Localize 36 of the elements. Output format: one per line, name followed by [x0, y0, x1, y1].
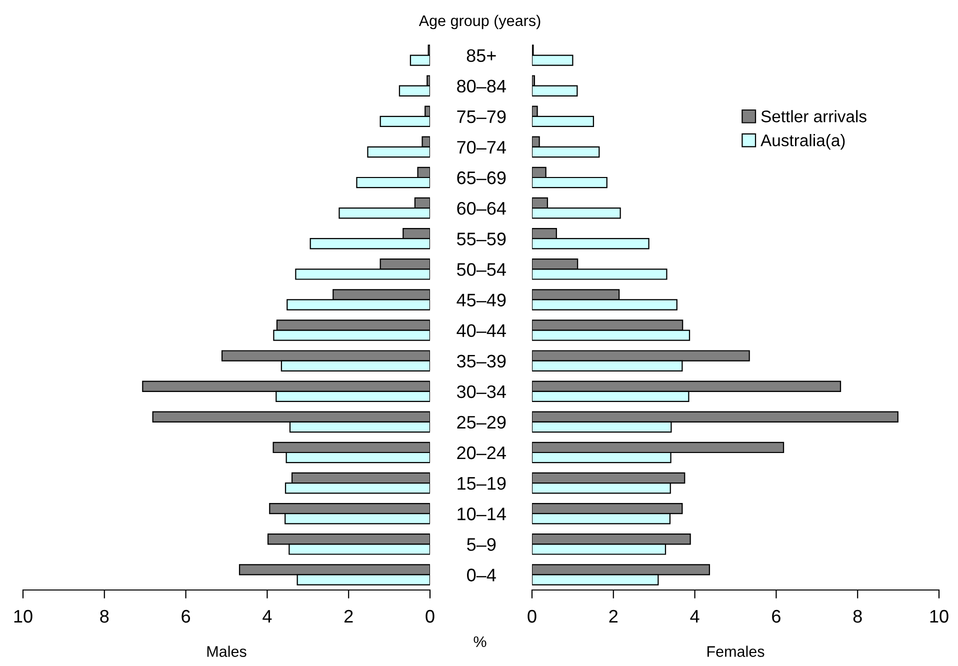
legend-label: Settler arrivals: [761, 110, 866, 122]
y-tick-label: 85+: [466, 49, 496, 62]
y-tick-label: 10–14: [458, 508, 506, 520]
y-tick-label: 5–9: [467, 538, 496, 551]
y-tick-label: 80–84: [457, 80, 506, 93]
y-tick-label: 70–74: [457, 140, 506, 154]
y-axis-title: Age group (years): [418, 14, 540, 30]
y-tick-label: 50–54: [457, 263, 506, 276]
x-tick-label: 10: [930, 610, 948, 623]
x-tick-label: 6: [772, 610, 780, 623]
y-tick-label: 60–64: [457, 202, 506, 215]
y-tick-label: 40–44: [456, 324, 506, 337]
text: %: [474, 636, 486, 648]
x-tick-label: 2: [344, 610, 353, 623]
y-tick-label: 55–59: [457, 232, 506, 246]
y-tick-label: 25–29: [457, 416, 506, 429]
x-tick-label: 0: [426, 610, 434, 623]
x-tick-label: 0: [528, 610, 536, 623]
y-tick-label: 30–34: [456, 385, 506, 398]
x-tick-label: 6: [182, 610, 190, 623]
legend-label: Australia(a): [760, 134, 845, 150]
x-tick-label: 4: [690, 610, 700, 623]
x-tick-label: 10: [14, 610, 32, 623]
y-tick-label: 65–69: [457, 171, 506, 184]
y-tick-label: 20–24: [457, 446, 506, 460]
x-tick-label: 2: [609, 610, 618, 623]
y-tick-label: 35–39: [456, 354, 506, 368]
x-axis-title: Females: [707, 646, 764, 657]
y-tick-label: 45–49: [456, 294, 506, 306]
x-tick-label: 8: [853, 610, 862, 623]
x-tick-label: 4: [262, 610, 272, 623]
x-tick-label: 8: [100, 610, 109, 623]
y-tick-label: 15–19: [458, 476, 506, 490]
x-axis-title: Males: [207, 646, 246, 657]
y-tick-label: 75–79: [457, 110, 506, 124]
y-tick-label: 0–4: [467, 568, 496, 582]
